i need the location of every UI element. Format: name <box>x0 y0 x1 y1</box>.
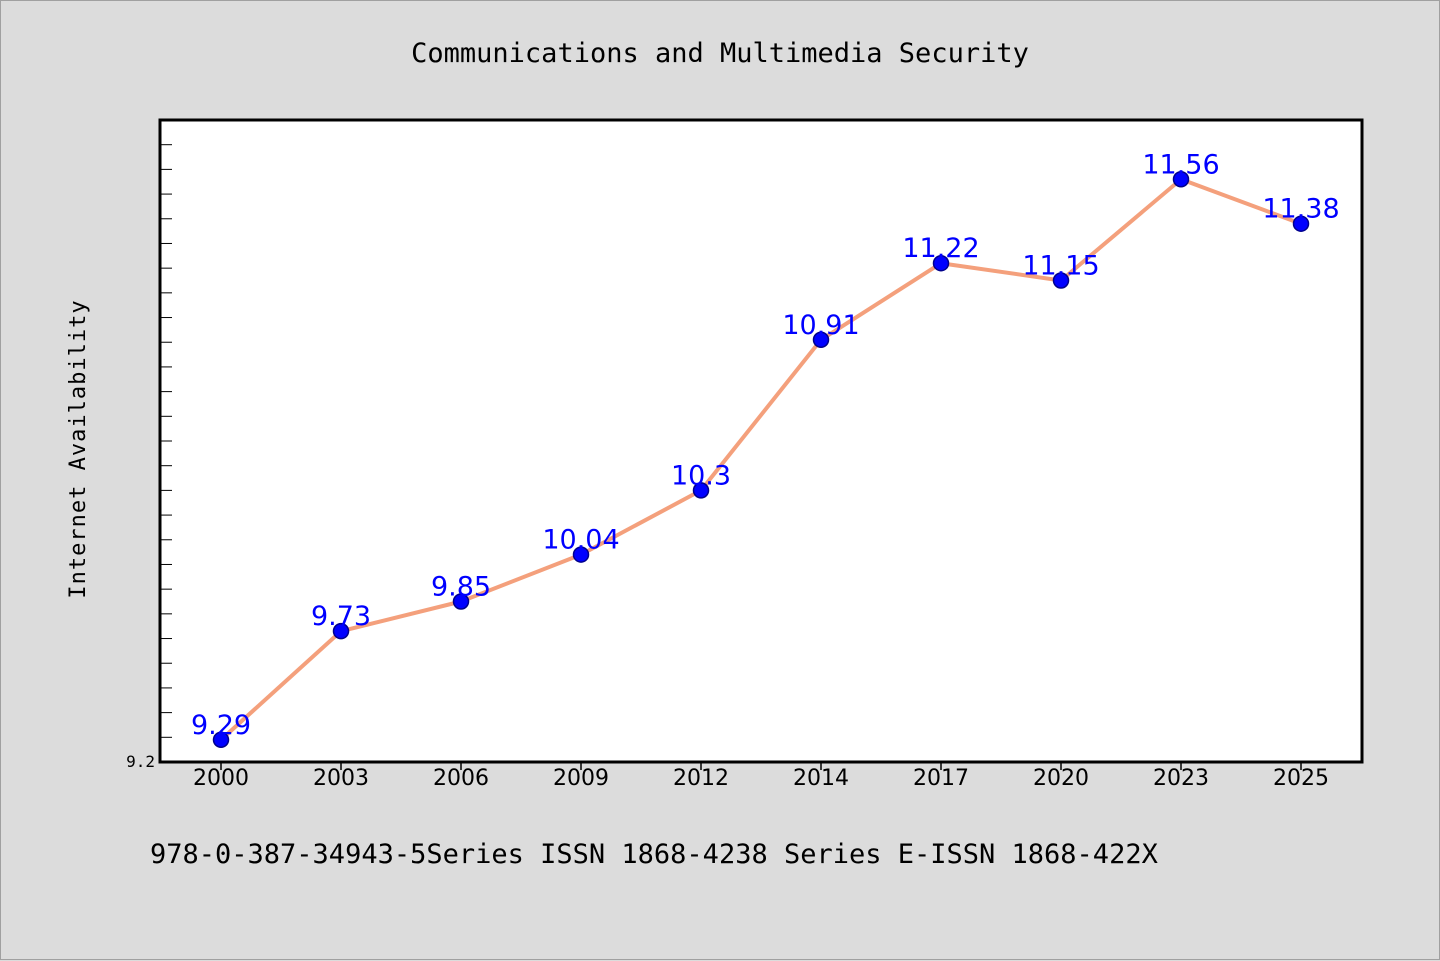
data-label: 11.38 <box>1262 194 1339 225</box>
data-point <box>1172 171 1190 188</box>
x-tick-label: 2020 <box>1033 766 1089 791</box>
series-layer <box>212 171 1310 749</box>
series-line <box>219 177 1303 742</box>
x-tick-label: 2025 <box>1273 766 1329 791</box>
data-point <box>572 546 590 563</box>
x-tick-label: 2003 <box>313 766 369 791</box>
data-label: 9.73 <box>311 601 371 632</box>
data-point <box>332 622 350 640</box>
data-label: 10.3 <box>671 460 731 491</box>
data-label: 10.04 <box>542 525 619 556</box>
data-point <box>932 254 950 272</box>
plot-border <box>158 118 1364 764</box>
data-label: 9.29 <box>191 710 251 741</box>
x-tick-label: 2023 <box>1153 766 1209 791</box>
data-point <box>1292 215 1310 232</box>
axis-ticks: 9.2 2000 2003 2006 2009 2012 2014 2017 2020 2023 2… <box>126 144 1329 791</box>
x-tick-label: 2009 <box>553 766 609 791</box>
data-label: 9.85 <box>431 572 491 603</box>
data-point <box>452 593 470 610</box>
x-tick-label: 2006 <box>433 766 489 791</box>
data-point <box>212 731 230 749</box>
data-label: 11.22 <box>902 233 979 264</box>
x-tick-label: 2012 <box>673 766 729 791</box>
data-point <box>1052 272 1070 289</box>
data-label: 10.91 <box>782 310 859 341</box>
data-point <box>692 482 710 499</box>
data-label: 11.56 <box>1142 149 1219 180</box>
data-label: 11.15 <box>1022 251 1099 282</box>
data-labels: 9.29 9.73 9.85 10.04 10.3 10.91 11.22 11.15 11.5… <box>191 149 1340 741</box>
y-tick-label: 9.2 <box>126 752 155 771</box>
footer-isbn-text: 978-0-387-34943-5Series ISSN 1868-4238 S… <box>150 839 1158 870</box>
plot-area <box>160 120 1362 762</box>
x-tick-label: 2014 <box>793 766 849 791</box>
x-tick-label: 2000 <box>193 766 249 791</box>
x-tick-label: 2017 <box>913 766 969 791</box>
y-axis-label: Internet Availability <box>66 299 91 598</box>
chart-title: Communications and Multimedia Security <box>411 38 1029 69</box>
data-point <box>812 331 830 349</box>
